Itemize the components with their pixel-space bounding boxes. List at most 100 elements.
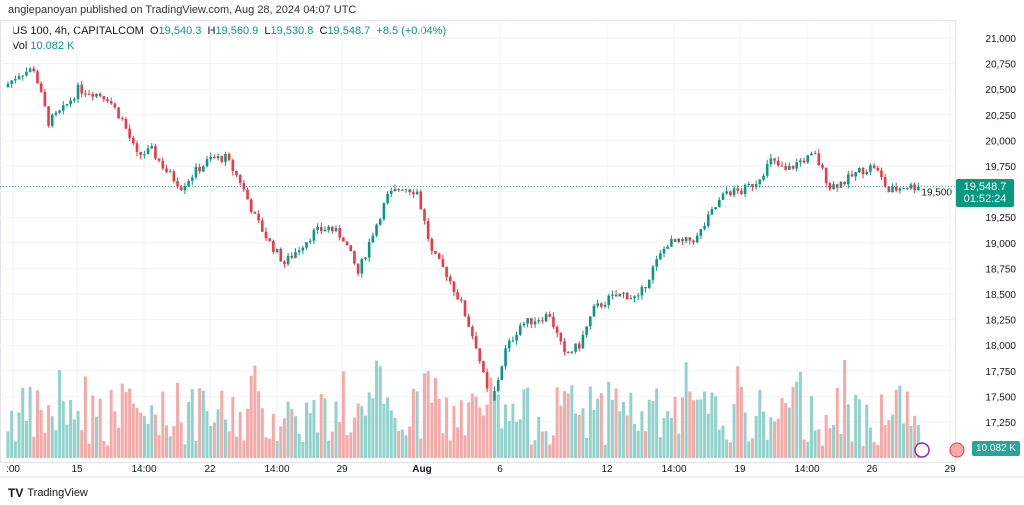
volume-bar [260, 408, 264, 458]
candle-up [308, 240, 312, 243]
candle-down [106, 99, 109, 101]
candle-down [213, 156, 216, 159]
candle-down [729, 191, 732, 196]
volume-bar [69, 399, 73, 458]
candle-down [894, 187, 898, 191]
candle-up [858, 168, 861, 173]
candle-down [463, 300, 467, 317]
volume-bar [426, 370, 430, 458]
candle-up [544, 314, 548, 322]
symbol-name[interactable]: US 100, 4h, CAPITALCOM [12, 25, 144, 37]
candle-down [478, 348, 482, 362]
volume-bar [795, 381, 799, 458]
candle-up [769, 158, 773, 165]
candle-down [157, 158, 161, 161]
candle-down [821, 165, 824, 168]
volume-bar [21, 387, 25, 458]
volume-bar [548, 444, 552, 458]
candle-down [802, 160, 806, 163]
candle-down [342, 237, 345, 242]
candle-up [917, 186, 920, 191]
candle-down [681, 238, 684, 242]
candle-up [415, 191, 419, 195]
tradingview-logo[interactable]: TV TradingView [8, 486, 88, 500]
candle-up [382, 203, 386, 220]
volume-bar [279, 426, 283, 458]
volume-bar [813, 430, 817, 458]
volume-bar [592, 409, 596, 458]
candle-down [817, 153, 821, 166]
volume-bar [673, 396, 677, 458]
time-tick-label: 14:00 [264, 464, 289, 475]
candle-down [600, 303, 603, 307]
volume-bar [894, 389, 898, 458]
candle-up [65, 104, 69, 106]
volume-bar [216, 409, 220, 458]
candle-down [279, 248, 283, 262]
volume-bar [780, 397, 784, 458]
candle-up [327, 226, 330, 230]
volume-bar [515, 421, 519, 458]
volume-bar [640, 411, 644, 458]
volume-bar [511, 403, 515, 458]
change-value: +8.5 (+0.04%) [376, 25, 447, 37]
candle-down [227, 153, 231, 161]
candle-up [54, 112, 58, 115]
volume-bar [551, 435, 555, 458]
volume-bar [857, 399, 861, 458]
candle-up [684, 237, 688, 242]
candle-up [205, 159, 209, 167]
candle-down [430, 239, 434, 252]
volume-bar [629, 392, 633, 458]
candle-up [891, 187, 894, 193]
volume-bar [106, 445, 110, 458]
volume-bar [868, 427, 872, 458]
candle-down [408, 189, 412, 193]
price-tick-label: 18,250 [985, 316, 1016, 327]
volume-bar [909, 426, 913, 458]
volume-bar [231, 397, 235, 458]
volume-bar [183, 444, 187, 458]
candle-up [294, 252, 297, 258]
candle-down [198, 167, 201, 172]
volume-bar [268, 438, 272, 458]
candle-down [530, 318, 533, 325]
candle-down [784, 166, 787, 170]
volume-bar [662, 418, 666, 458]
candle-up [224, 153, 227, 162]
candle-up [216, 156, 220, 159]
volume-bar [172, 426, 176, 458]
candle-down [139, 151, 142, 156]
volume-bar [618, 411, 622, 458]
volume-bar [621, 401, 625, 458]
volume-bar [496, 394, 500, 458]
volume-bar [50, 416, 54, 458]
open-value: 19,540.3 [158, 25, 202, 37]
volume-bar [614, 388, 618, 458]
candle-up [570, 351, 574, 353]
candle-down [397, 188, 400, 191]
volume-bar [913, 415, 917, 458]
volume-bar [404, 435, 408, 458]
candle-up [297, 250, 301, 253]
candle-up [393, 188, 397, 192]
volume-bar [537, 416, 541, 458]
volume-bar [146, 423, 150, 458]
candle-down [172, 171, 176, 182]
volume-bar [131, 403, 135, 458]
candle-down [773, 158, 776, 161]
time-tick-label: Aug [412, 464, 431, 475]
volume-bar [839, 433, 843, 458]
volume-bar [47, 405, 51, 458]
candle-up [788, 165, 791, 170]
volume-bar [330, 431, 334, 458]
volume-bar [128, 388, 132, 458]
volume-bar [378, 366, 382, 458]
candle-down [437, 253, 441, 259]
volume-bar [669, 418, 673, 458]
volume-bar [113, 411, 117, 458]
candle-down [673, 239, 677, 242]
volume-bar [474, 396, 478, 458]
candle-down [338, 228, 341, 238]
